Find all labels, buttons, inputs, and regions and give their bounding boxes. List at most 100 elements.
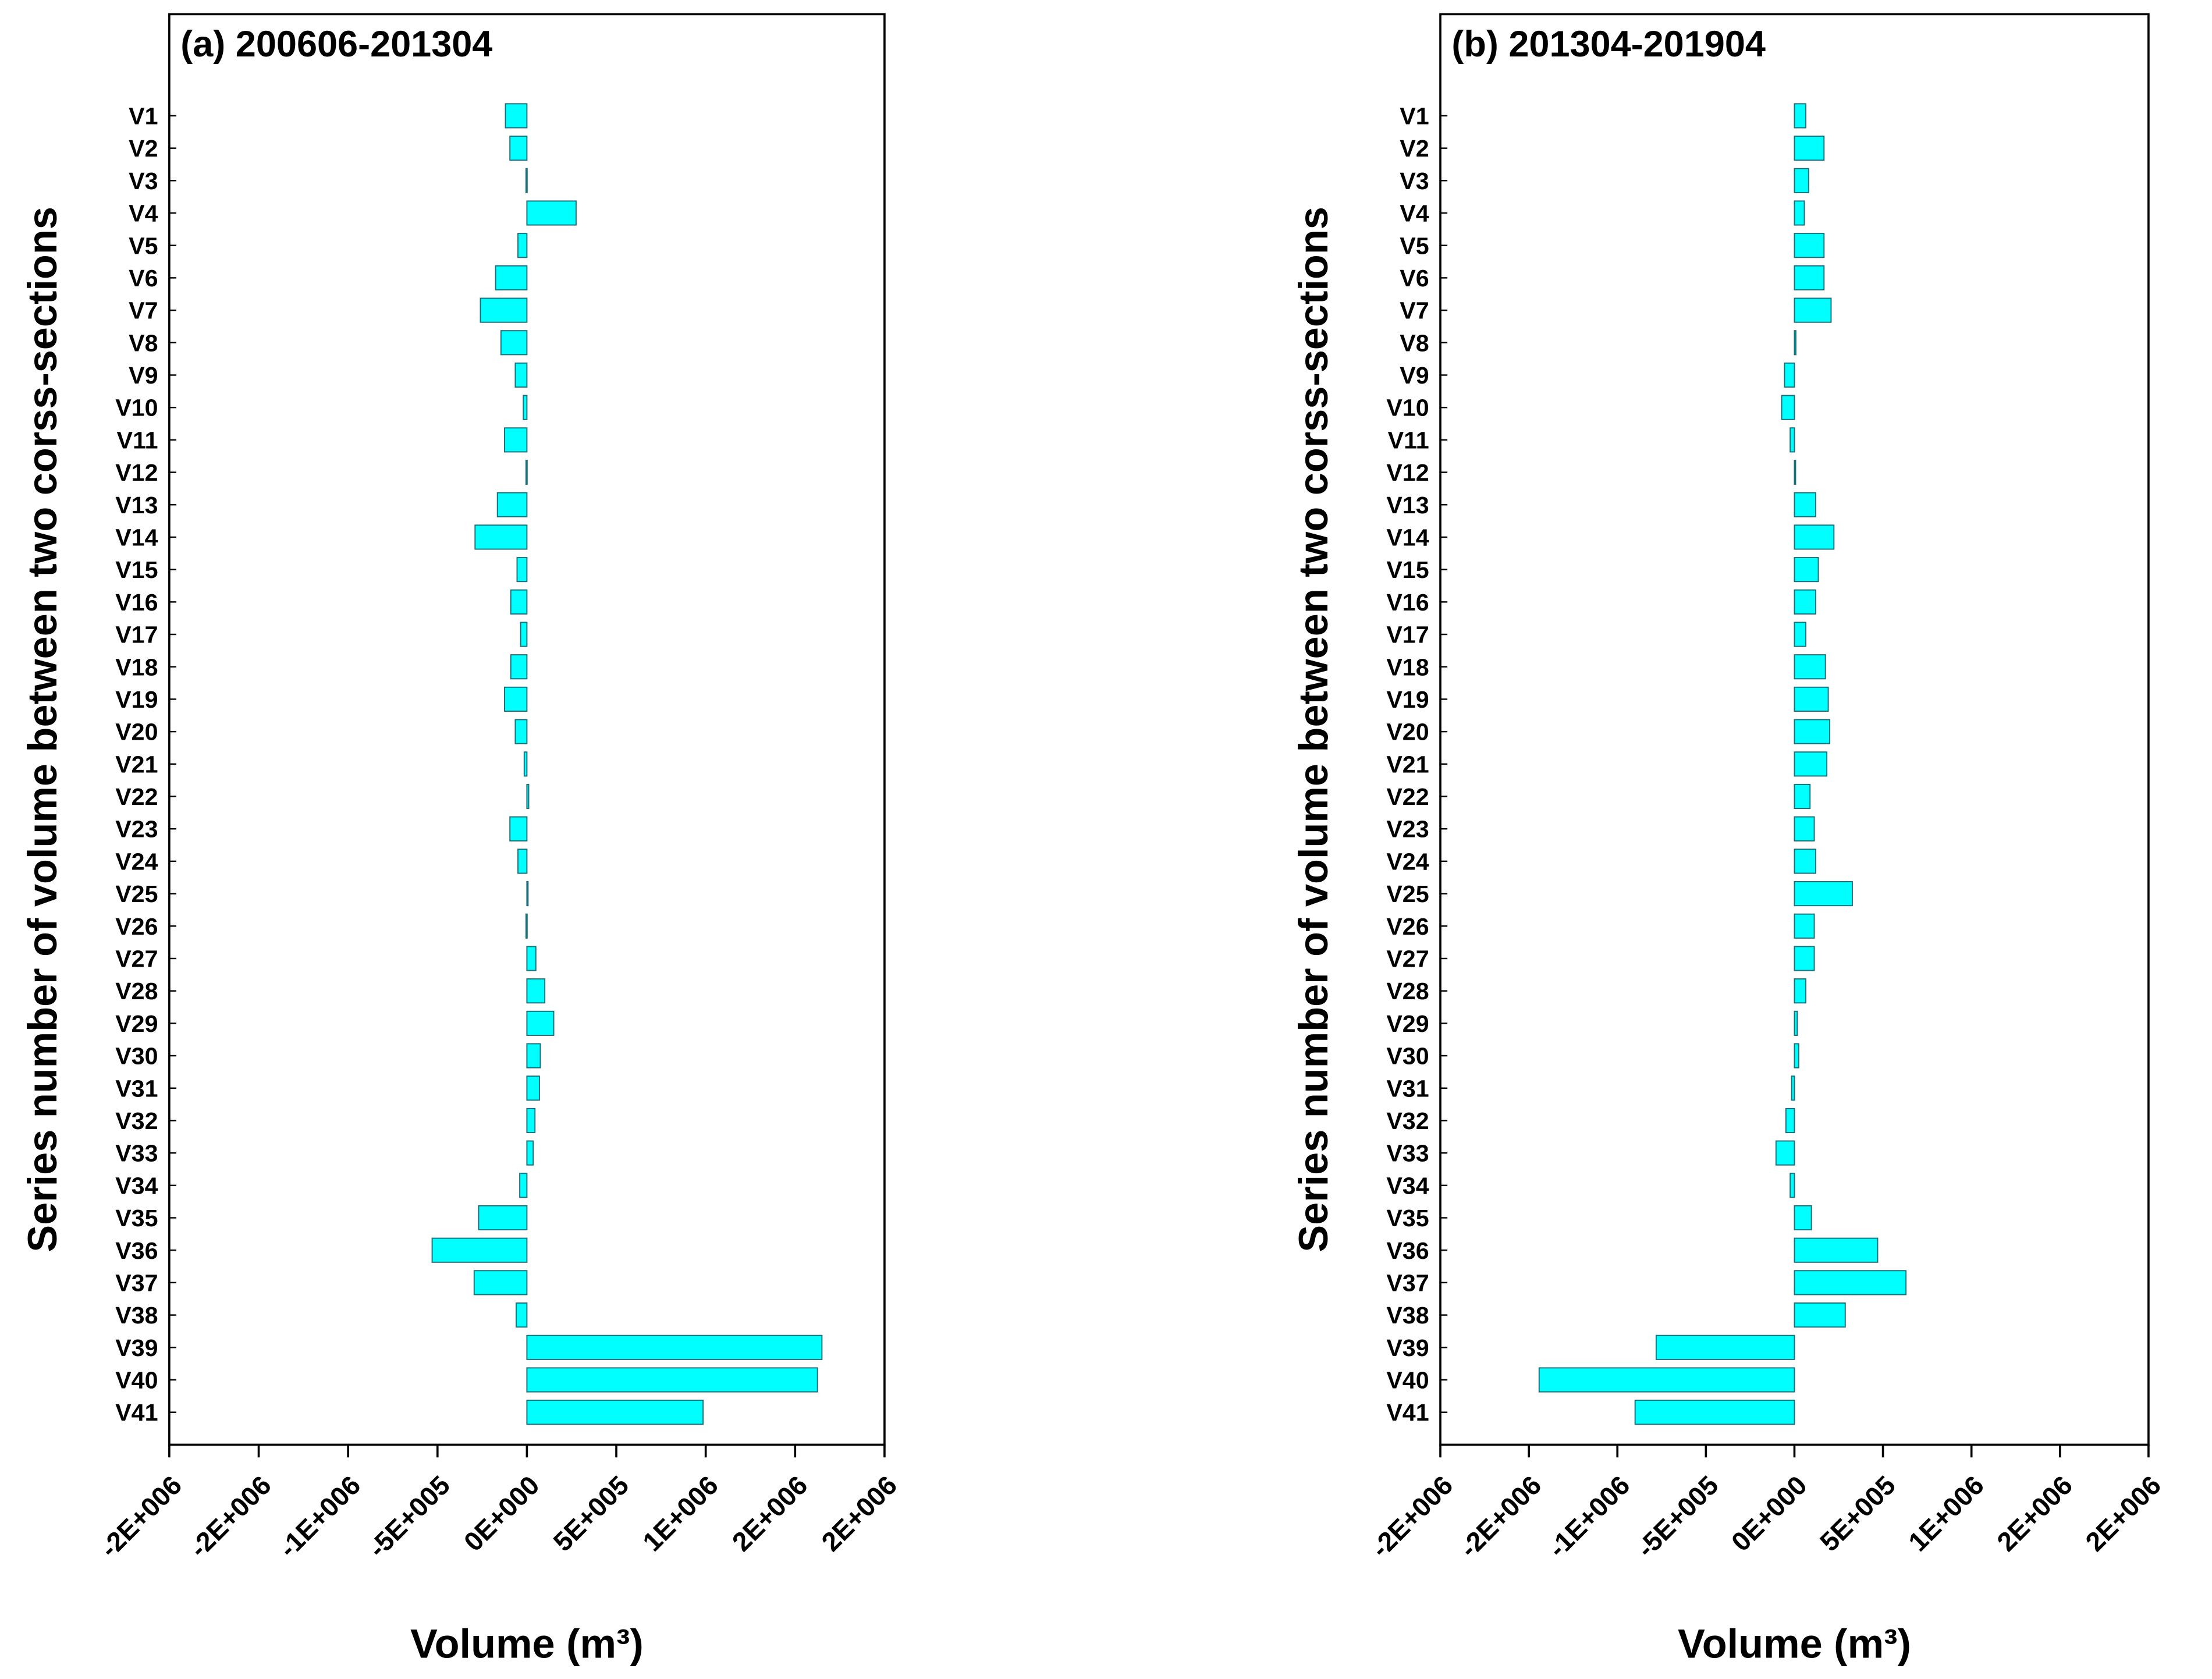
y-tick-label: V24 — [115, 848, 158, 875]
bar — [526, 1107, 536, 1134]
bar — [1794, 330, 1796, 356]
y-tick-label: V2 — [1400, 135, 1429, 162]
bar — [526, 783, 530, 810]
y-tick-label: V28 — [115, 978, 158, 1004]
bar — [509, 816, 528, 842]
bar — [504, 427, 528, 453]
bar — [520, 622, 528, 647]
x-tick-label: 0E+000 — [1725, 1469, 1813, 1557]
y-tick-label: V11 — [1388, 427, 1429, 453]
y-tick-label: V11 — [116, 427, 158, 453]
y-tick-label: V41 — [1386, 1399, 1429, 1426]
y-tick-label: V16 — [1386, 589, 1429, 616]
y-tick-label: V18 — [115, 654, 158, 680]
y-tick-label: V30 — [1386, 1043, 1429, 1070]
bar — [1794, 686, 1829, 712]
bar — [1794, 783, 1811, 810]
bar — [505, 103, 528, 129]
y-tick-label: V17 — [1386, 622, 1429, 648]
x-tick-label: -5E+005 — [1631, 1469, 1724, 1563]
x-tick-label: 0E+000 — [458, 1469, 545, 1557]
y-tick-label: V5 — [1400, 232, 1429, 259]
y-tick-label: V39 — [1386, 1334, 1429, 1361]
bar — [495, 265, 528, 290]
y-tick-label: V13 — [1386, 492, 1429, 519]
bar — [496, 492, 528, 517]
bar — [1794, 265, 1825, 290]
y-tick-label: V21 — [115, 751, 158, 778]
y-tick-label: V2 — [129, 135, 158, 162]
y-tick-label: V23 — [1386, 816, 1429, 843]
bar — [523, 751, 528, 777]
bar — [1790, 1173, 1795, 1198]
bar — [480, 297, 528, 323]
y-tick-label: V19 — [115, 686, 158, 713]
y-tick-label: V40 — [115, 1367, 158, 1394]
y-tick-label: V8 — [1400, 329, 1429, 356]
y-tick-label: V10 — [115, 395, 158, 421]
bar — [500, 330, 528, 356]
y-tick-label: V40 — [1386, 1367, 1429, 1394]
y-tick-label: V10 — [1386, 395, 1429, 421]
bar — [473, 1270, 528, 1295]
bar — [1785, 1107, 1795, 1134]
bar — [1775, 1140, 1795, 1166]
bar — [504, 686, 528, 712]
bar — [1794, 557, 1819, 583]
x-tick-label: 1E+006 — [1902, 1469, 1990, 1557]
bar — [1784, 362, 1795, 388]
y-tick-label: V3 — [129, 168, 158, 194]
y-tick-label: V33 — [115, 1140, 158, 1167]
y-tick-label: V12 — [1386, 459, 1429, 486]
y-tick-label: V3 — [1400, 168, 1429, 194]
y-tick-label: V16 — [115, 589, 158, 616]
bar — [1538, 1367, 1795, 1393]
y-tick-label: V29 — [115, 1010, 158, 1037]
x-tick-label: -1E+006 — [1542, 1469, 1636, 1563]
bar — [1794, 589, 1816, 615]
bar — [431, 1237, 528, 1263]
bar — [1794, 913, 1815, 939]
y-tick-label: V26 — [115, 913, 158, 940]
y-tick-label: V36 — [115, 1237, 158, 1264]
y-tick-label: V28 — [1386, 978, 1429, 1004]
y-tick-label: V20 — [115, 719, 158, 746]
x-tick-label: 2E+006 — [1991, 1469, 2078, 1557]
y-tick-label: V7 — [1400, 297, 1429, 324]
bar — [1794, 1043, 1799, 1069]
chart-title: (b) 201304-201904 — [1451, 24, 1766, 65]
x-tick-label: 2E+006 — [726, 1469, 814, 1557]
y-tick-label: V13 — [115, 492, 158, 519]
y-tick-label: V7 — [129, 297, 158, 324]
y-tick-label: V41 — [115, 1399, 158, 1426]
y-tick-label: V21 — [1386, 751, 1429, 778]
y-tick-label: V22 — [115, 783, 158, 810]
y-tick-label: V25 — [1386, 881, 1429, 907]
y-tick-label: V24 — [1386, 848, 1429, 875]
y-tick-label: V34 — [115, 1172, 158, 1199]
bar — [519, 1173, 528, 1198]
bar — [1794, 1010, 1798, 1036]
y-tick-label: V8 — [129, 329, 158, 356]
bar — [526, 881, 529, 907]
bar — [510, 654, 528, 680]
bar — [1794, 978, 1806, 1004]
y-tick-label: V1 — [129, 102, 158, 129]
bar — [474, 524, 528, 550]
y-tick-label: V32 — [115, 1107, 158, 1134]
bar — [525, 459, 528, 485]
bar — [526, 946, 537, 971]
bar — [1794, 751, 1828, 777]
y-tick-label: V38 — [115, 1302, 158, 1329]
y-tick-label: V20 — [1386, 719, 1429, 746]
bar — [526, 978, 546, 1004]
bar — [514, 719, 528, 744]
bar — [525, 168, 528, 193]
bar — [526, 1334, 823, 1360]
y-tick-label: V4 — [1400, 200, 1429, 227]
x-tick-label: 5E+005 — [547, 1469, 634, 1557]
x-tick-label: -2E+006 — [1365, 1469, 1459, 1563]
y-tick-label: V35 — [1386, 1205, 1429, 1231]
y-tick-label: V37 — [115, 1269, 158, 1296]
